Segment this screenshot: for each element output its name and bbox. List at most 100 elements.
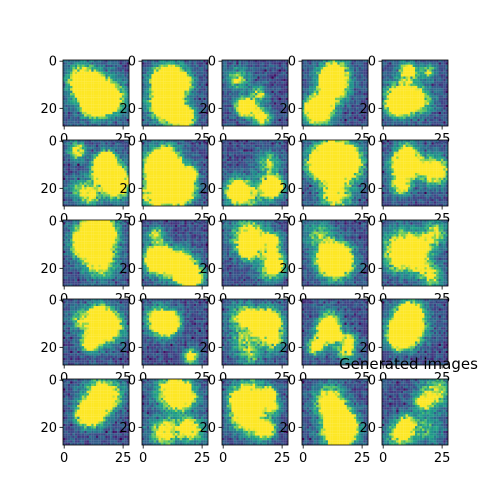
- image-pixels: [302, 379, 369, 446]
- image-pixels: [63, 140, 130, 207]
- y-tick-label: 0: [288, 55, 296, 70]
- panel-frame: [141, 139, 209, 207]
- image-pixels: [142, 379, 209, 446]
- x-tick-label: 0: [299, 212, 307, 227]
- panel-frame: [141, 219, 209, 287]
- x-tick-label: 0: [60, 212, 68, 227]
- y-tick-label: 20: [359, 262, 376, 277]
- y-tick-label: 20: [279, 182, 296, 197]
- y-tick-label: 0: [208, 294, 216, 309]
- y-tick-label: 0: [128, 294, 136, 309]
- x-tick-label: 25: [274, 451, 291, 466]
- x-tick-label: 0: [139, 212, 147, 227]
- image-pixels: [382, 379, 449, 446]
- panel-frame: [301, 298, 369, 366]
- panel-frame: [221, 219, 289, 287]
- x-tick-label: 0: [299, 132, 307, 147]
- y-tick-label: 20: [199, 262, 216, 277]
- y-tick-label: 0: [49, 215, 57, 230]
- panel-frame: [221, 59, 289, 127]
- panel-frame: [381, 298, 449, 366]
- figure-title: Generated images: [339, 355, 478, 373]
- y-tick-label: 20: [119, 182, 136, 197]
- y-tick-label: 0: [49, 294, 57, 309]
- y-tick-label: 0: [368, 374, 376, 389]
- y-tick-label: 0: [128, 135, 136, 150]
- image-pixels: [382, 140, 449, 207]
- y-tick-label: 0: [288, 135, 296, 150]
- x-tick-label: 0: [60, 371, 68, 386]
- y-tick-label: 0: [208, 374, 216, 389]
- panel-frame: [301, 139, 369, 207]
- x-tick-label: 0: [219, 132, 227, 147]
- image-pixels: [302, 140, 369, 207]
- x-tick-label: 25: [115, 451, 132, 466]
- panel-frame: [381, 219, 449, 287]
- y-tick-label: 20: [279, 262, 296, 277]
- image-pixels: [63, 379, 130, 446]
- x-tick-label: 0: [379, 371, 387, 386]
- x-tick-label: 25: [194, 451, 211, 466]
- panel-frame: [141, 59, 209, 127]
- image-pixels: [142, 60, 209, 127]
- image-pixels: [63, 220, 130, 287]
- y-tick-label: 0: [208, 55, 216, 70]
- y-tick-label: 20: [359, 102, 376, 117]
- panel-frame: [301, 59, 369, 127]
- panel-frame: [381, 59, 449, 127]
- y-tick-label: 0: [128, 374, 136, 389]
- panel-frame: [62, 298, 130, 366]
- y-tick-label: 0: [49, 374, 57, 389]
- y-tick-label: 0: [128, 55, 136, 70]
- image-pixels: [302, 299, 369, 366]
- x-tick-label: 0: [219, 451, 227, 466]
- image-pixels: [142, 140, 209, 207]
- x-tick-label: 0: [379, 451, 387, 466]
- image-pixels: [63, 299, 130, 366]
- panel-frame: [381, 139, 449, 207]
- y-tick-label: 0: [49, 135, 57, 150]
- y-tick-label: 20: [279, 102, 296, 117]
- image-pixels: [382, 220, 449, 287]
- y-tick-label: 0: [368, 135, 376, 150]
- y-tick-label: 20: [199, 182, 216, 197]
- image-pixels: [222, 140, 289, 207]
- y-tick-label: 0: [368, 55, 376, 70]
- y-tick-label: 20: [40, 421, 57, 436]
- image-pixels: [382, 299, 449, 366]
- panel-frame: [381, 378, 449, 446]
- x-tick-label: 0: [219, 371, 227, 386]
- y-tick-label: 0: [288, 374, 296, 389]
- x-tick-label: 0: [379, 212, 387, 227]
- y-tick-label: 20: [359, 182, 376, 197]
- x-tick-label: 0: [139, 451, 147, 466]
- image-pixels: [222, 60, 289, 127]
- panel-frame: [141, 298, 209, 366]
- y-tick-label: 0: [368, 294, 376, 309]
- y-tick-label: 0: [368, 215, 376, 230]
- y-tick-label: 20: [359, 341, 376, 356]
- y-tick-label: 20: [119, 102, 136, 117]
- image-pixels: [142, 220, 209, 287]
- panel-frame: [221, 139, 289, 207]
- y-tick-label: 0: [288, 215, 296, 230]
- image-pixels: [63, 60, 130, 127]
- y-tick-label: 20: [279, 421, 296, 436]
